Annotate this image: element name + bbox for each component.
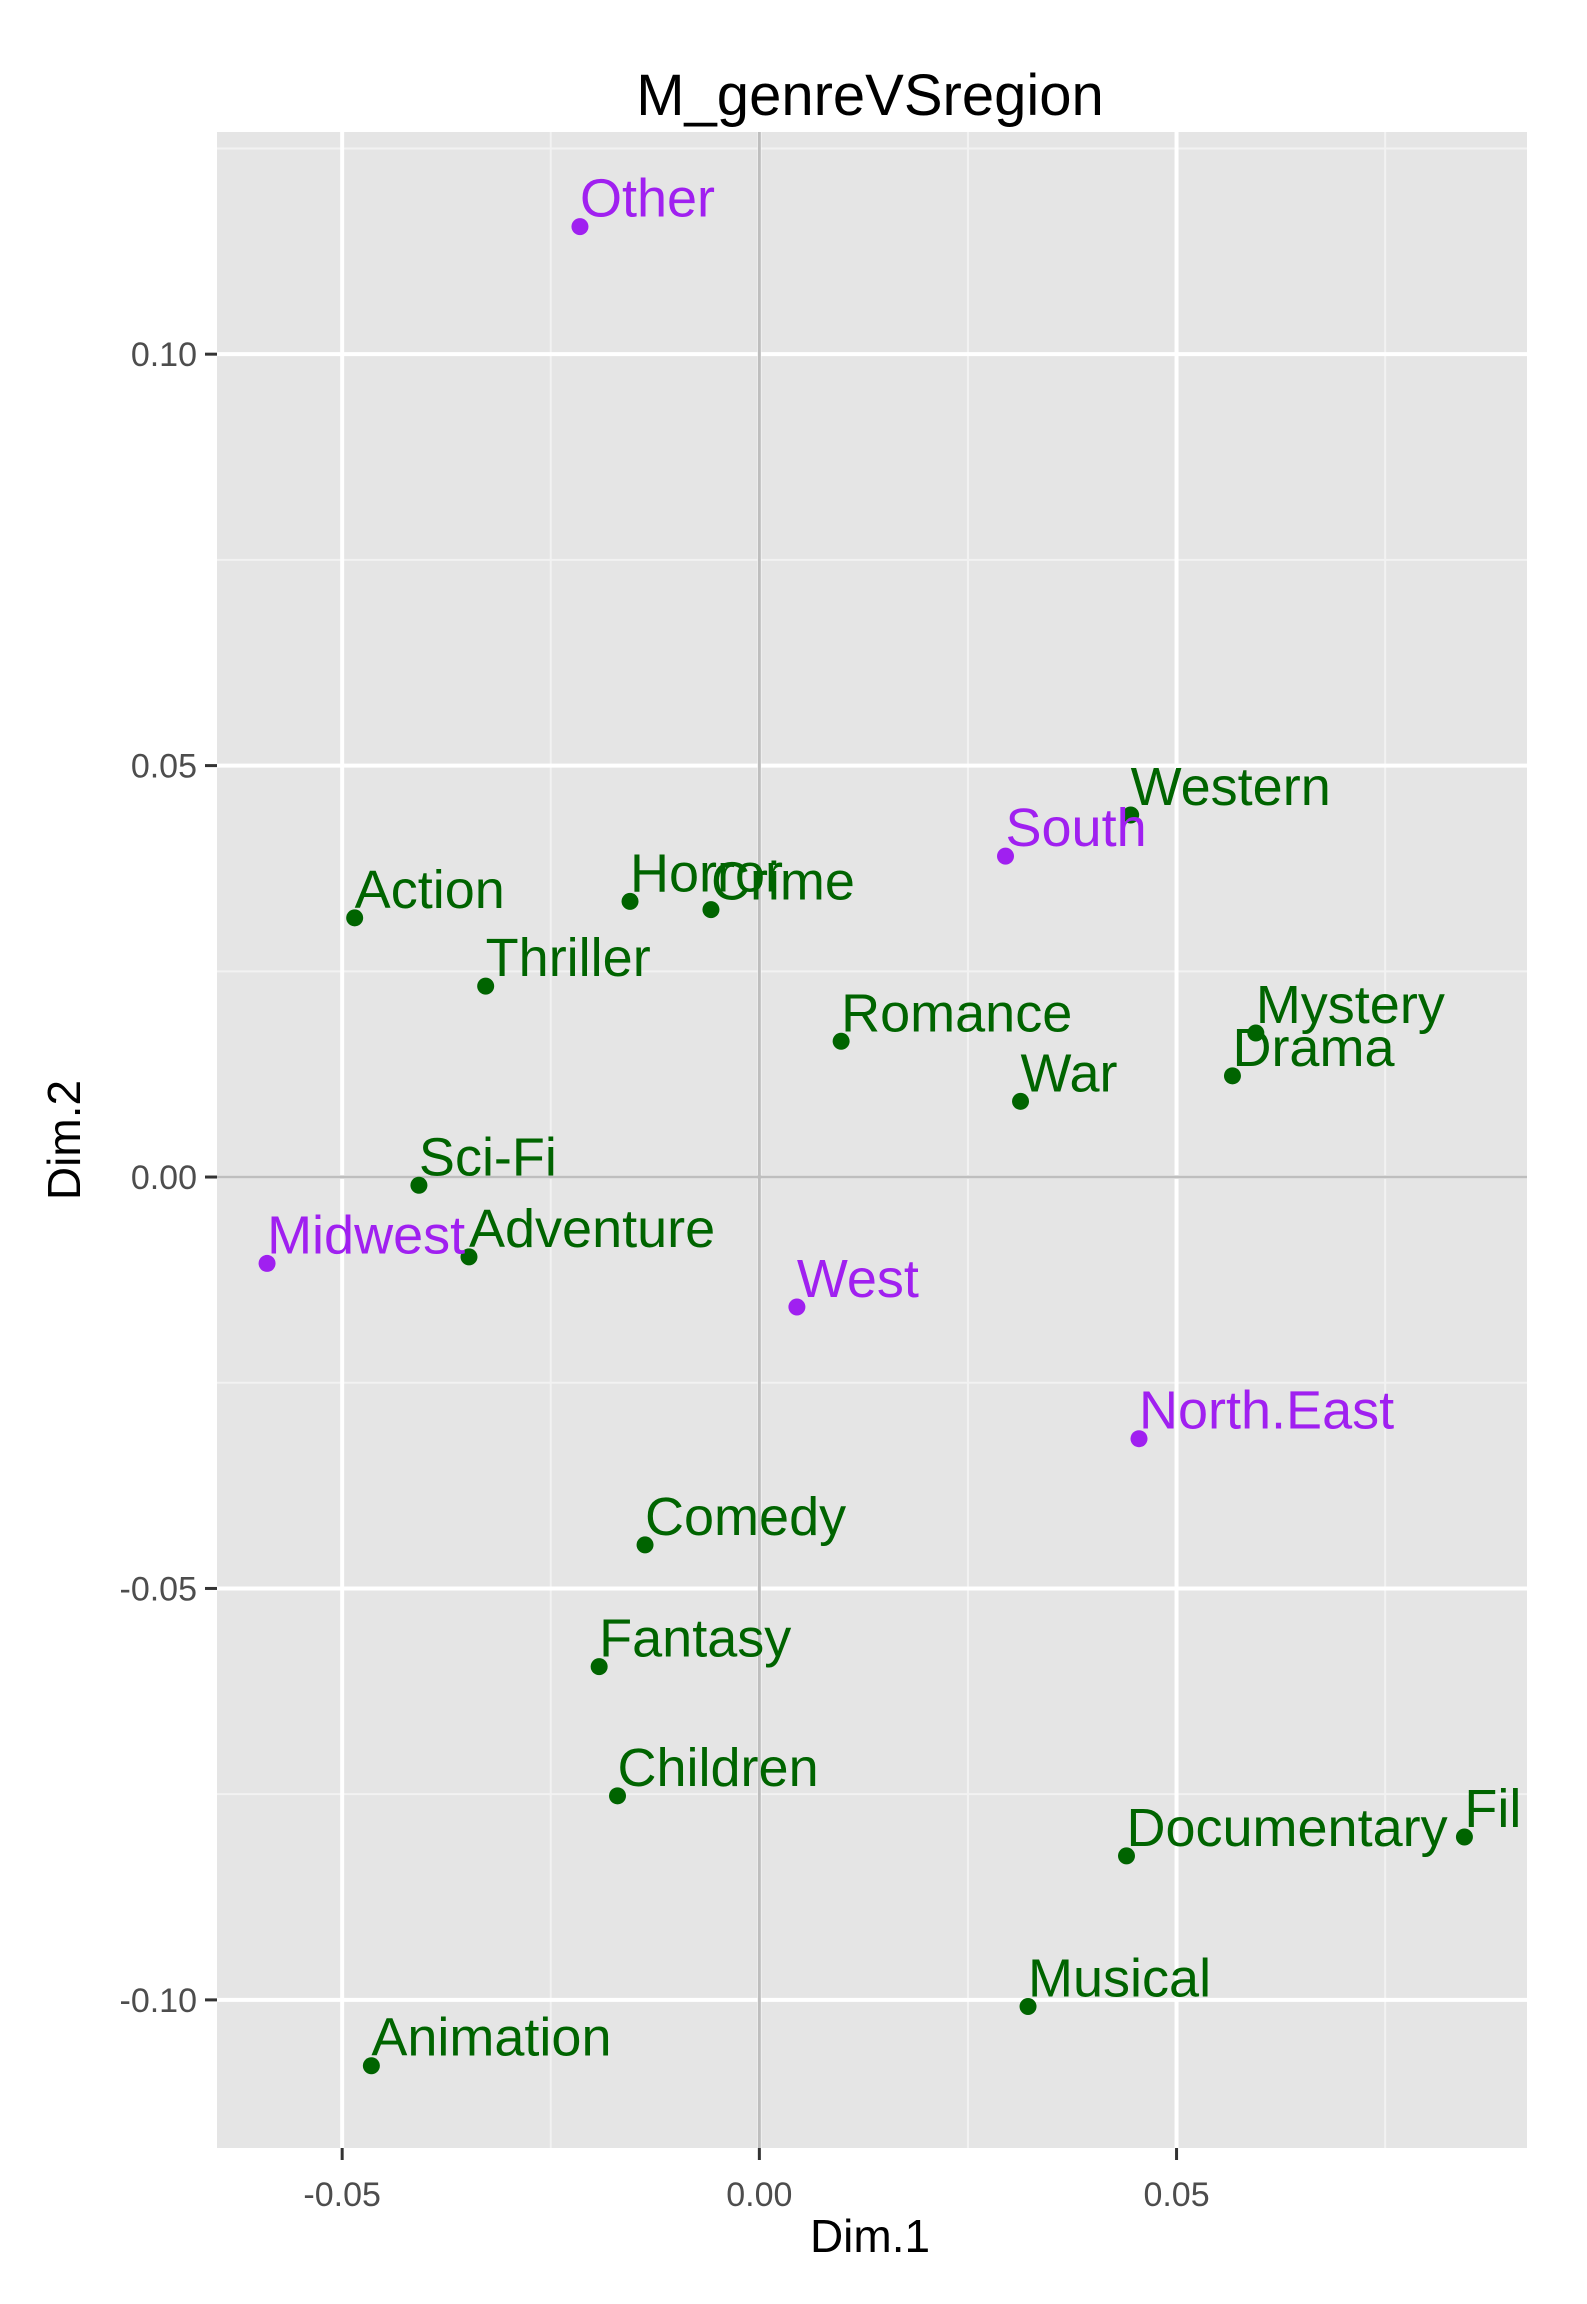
point-drama bbox=[1223, 1067, 1241, 1085]
y-tick-label: 0.10 bbox=[131, 336, 197, 374]
x-tick-label: 0.05 bbox=[1143, 2176, 1209, 2214]
label-children: Children bbox=[618, 1738, 819, 1798]
label-fantasy: Fantasy bbox=[599, 1609, 791, 1669]
data-points bbox=[258, 218, 1473, 2075]
label-horror: Horror bbox=[630, 843, 783, 903]
point-adventure bbox=[460, 1248, 478, 1266]
label-adventure: Adventure bbox=[469, 1199, 715, 1259]
label-romance: Romance bbox=[841, 983, 1072, 1043]
y-tick-label: 0.00 bbox=[131, 1159, 197, 1197]
label-west: West bbox=[797, 1249, 919, 1309]
point-romance bbox=[832, 1032, 850, 1050]
point-western bbox=[1122, 806, 1140, 824]
point-documentary bbox=[1117, 1847, 1135, 1865]
point-mystery bbox=[1247, 1024, 1265, 1042]
label-war: War bbox=[1021, 1043, 1118, 1103]
label-fil: Fil bbox=[1464, 1779, 1521, 1839]
label-sci-fi: Sci-Fi bbox=[419, 1127, 557, 1187]
label-mystery: Mystery bbox=[1256, 975, 1445, 1035]
label-animation: Animation bbox=[371, 2008, 611, 2068]
label-south: South bbox=[1006, 798, 1147, 858]
point-north-east bbox=[1130, 1430, 1148, 1448]
y-tick-label: -0.05 bbox=[120, 1570, 198, 1608]
label-action: Action bbox=[355, 860, 505, 920]
label-documentary: Documentary bbox=[1126, 1798, 1447, 1858]
label-midwest: Midwest bbox=[267, 1205, 465, 1265]
point-sci-fi bbox=[410, 1176, 428, 1194]
point-thriller bbox=[477, 977, 495, 995]
point-comedy bbox=[636, 1536, 654, 1554]
label-western: Western bbox=[1131, 757, 1331, 817]
point-west bbox=[788, 1298, 806, 1316]
label-north-east: North.East bbox=[1139, 1381, 1394, 1441]
y-tick-label: -0.10 bbox=[120, 1982, 198, 2020]
chart-title: M_genreVSregion bbox=[636, 63, 1104, 128]
label-thriller: Thriller bbox=[486, 928, 651, 988]
point-crime bbox=[702, 901, 720, 919]
point-other bbox=[571, 218, 589, 236]
x-tick-label: 0.00 bbox=[726, 2176, 792, 2214]
point-war bbox=[1012, 1092, 1030, 1110]
point-south bbox=[997, 847, 1015, 865]
point-children bbox=[609, 1787, 627, 1805]
x-axis-ticks: -0.05 0.00 0.05 bbox=[303, 2148, 1210, 2214]
label-other: Other bbox=[580, 169, 715, 229]
point-horror bbox=[621, 892, 639, 910]
label-crime: Crime bbox=[711, 852, 855, 912]
x-axis-title: Dim.1 bbox=[810, 2210, 930, 2262]
label-musical: Musical bbox=[1028, 1948, 1211, 2008]
plot-panel bbox=[217, 132, 1527, 2148]
point-fantasy bbox=[590, 1658, 608, 1676]
point-animation bbox=[362, 2057, 380, 2075]
label-comedy: Comedy bbox=[645, 1487, 846, 1547]
point-midwest bbox=[258, 1254, 276, 1272]
x-tick-label: -0.05 bbox=[303, 2176, 381, 2214]
point-action bbox=[346, 909, 364, 927]
reference-lines bbox=[217, 132, 1527, 2148]
point-fil bbox=[1455, 1828, 1473, 1846]
point-musical bbox=[1019, 1997, 1037, 2015]
y-axis-title: Dim.2 bbox=[38, 1080, 90, 1200]
label-drama: Drama bbox=[1232, 1018, 1395, 1078]
y-axis-ticks: -0.10 -0.05 0.00 0.05 0.10 bbox=[120, 336, 217, 2020]
y-tick-label: 0.05 bbox=[131, 748, 197, 786]
